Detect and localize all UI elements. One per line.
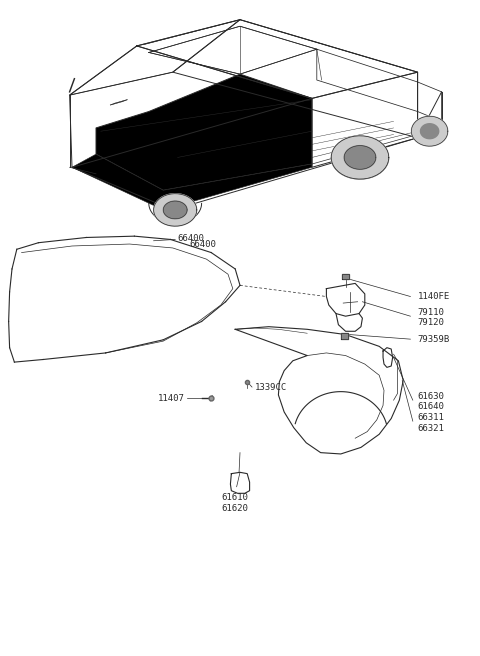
Polygon shape (344, 146, 376, 169)
Text: 79359B: 79359B (418, 335, 450, 344)
Text: 61610
61620: 61610 61620 (222, 493, 249, 513)
Polygon shape (96, 74, 312, 190)
Polygon shape (331, 136, 389, 179)
Polygon shape (163, 201, 187, 218)
Polygon shape (420, 124, 439, 138)
Polygon shape (411, 116, 448, 146)
Polygon shape (110, 100, 127, 105)
Text: 66400: 66400 (178, 234, 204, 243)
Polygon shape (72, 154, 312, 210)
Text: 1339CC: 1339CC (254, 382, 287, 392)
Text: 79110
79120: 79110 79120 (418, 308, 444, 327)
Text: 66311
66321: 66311 66321 (418, 413, 444, 433)
Polygon shape (342, 274, 349, 279)
Text: 11407: 11407 (158, 394, 185, 403)
Text: 66400: 66400 (190, 239, 216, 249)
Text: 1140FE: 1140FE (418, 292, 450, 301)
Text: 61630
61640: 61630 61640 (418, 392, 444, 411)
Polygon shape (154, 194, 197, 226)
